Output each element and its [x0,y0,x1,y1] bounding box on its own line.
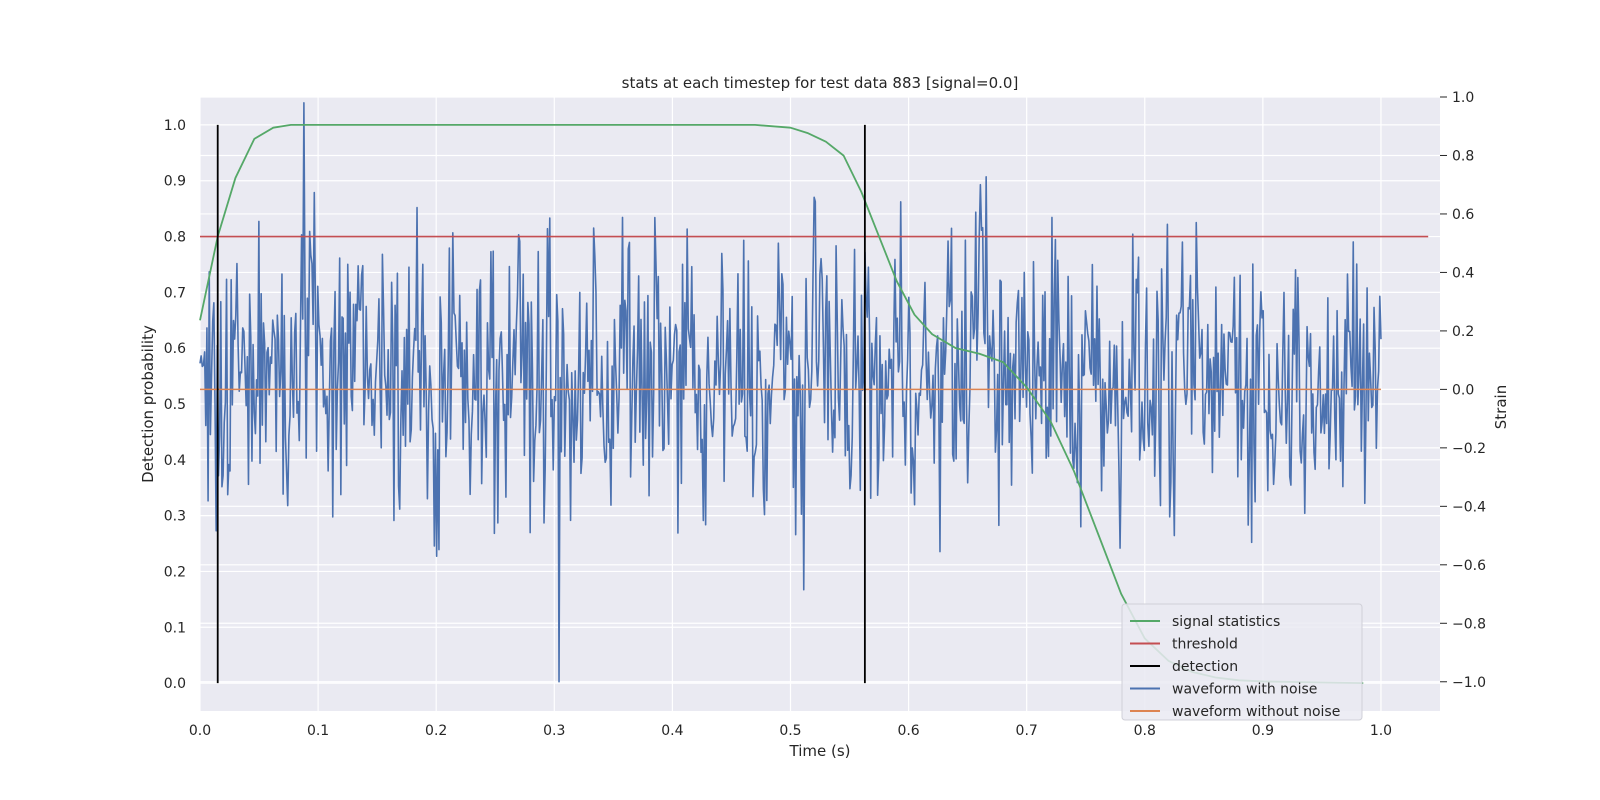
legend: signal statistics threshold detection wavef… [1121,603,1363,721]
y-left-tick-label: 0.9 [164,174,186,190]
y-right-tick-label: −0.4 [1452,499,1486,515]
legend-items: signal statistics threshold detection wavef… [1130,614,1340,720]
series-layer [199,102,1429,684]
y-left-tick-label: 0.2 [164,564,186,580]
legend-label: waveform without noise [1172,704,1340,720]
legend-label: signal statistics [1172,614,1280,630]
y-left-tick-label: 0.5 [164,397,186,413]
y-right-tick-label: 0.8 [1452,148,1474,164]
y-right-tick-label: −0.8 [1452,616,1486,632]
legend-box [1121,603,1363,721]
x-tick-label: 0.6 [897,723,919,739]
y-right-tick-label: 0.0 [1452,382,1474,398]
x-tick-label: 0.0 [189,723,211,739]
y-right-tick-label: 0.2 [1452,324,1474,340]
chart-title: stats at each timestep for test data 883… [622,74,1019,92]
y-left-tick-label: 0.6 [164,341,186,357]
legend-label: waveform with noise [1172,682,1317,698]
y-right-tick-label: 1.0 [1452,90,1474,106]
y-left-tick-label: 0.0 [164,676,186,692]
y-right-tick-label: 0.4 [1452,265,1474,281]
x-tick-label: 0.7 [1016,723,1038,739]
x-tick-label: 0.3 [543,723,565,739]
y-right-ticks: −1.0 −0.8 −0.6 −0.4 −0.2 0.0 0.2 0.4 0.6 0.8 1.0 [1440,90,1486,691]
x-tick-label: 0.2 [425,723,447,739]
x-axis-label: Time (s) [789,742,851,760]
y-left-tick-label: 0.3 [164,509,186,525]
y-left-tick-label: 0.1 [164,620,186,636]
y-left-axis-label: Detection probability [139,325,157,483]
x-tick-label: 0.8 [1134,723,1156,739]
y-left-tick-label: 0.7 [164,285,186,301]
legend-label: threshold [1172,637,1238,653]
y-right-axis-label: Strain [1492,385,1510,429]
y-right-tick-label: −0.6 [1452,558,1486,574]
y-left-ticks: 0.0 0.1 0.2 0.3 0.4 0.5 0.6 0.7 0.8 0.9 1.0 [164,118,186,692]
y-right-tick-label: −1.0 [1452,675,1486,691]
x-ticks: 0.0 0.1 0.2 0.3 0.4 0.5 0.6 0.7 0.8 0.9 1.0 [189,723,1392,739]
y-right-tick-label: −0.2 [1452,441,1486,457]
legend-label: detection [1172,659,1238,675]
series-waveform-with-noise [199,102,1382,683]
x-tick-label: 0.5 [779,723,801,739]
x-tick-label: 0.4 [661,723,683,739]
x-tick-label: 0.9 [1252,723,1274,739]
y-right-tick-label: 0.6 [1452,207,1474,223]
y-left-tick-label: 0.8 [164,230,186,246]
x-tick-label: 1.0 [1370,723,1392,739]
y-left-tick-label: 1.0 [164,118,186,134]
y-left-tick-label: 0.4 [164,453,186,469]
x-tick-label: 0.1 [307,723,329,739]
